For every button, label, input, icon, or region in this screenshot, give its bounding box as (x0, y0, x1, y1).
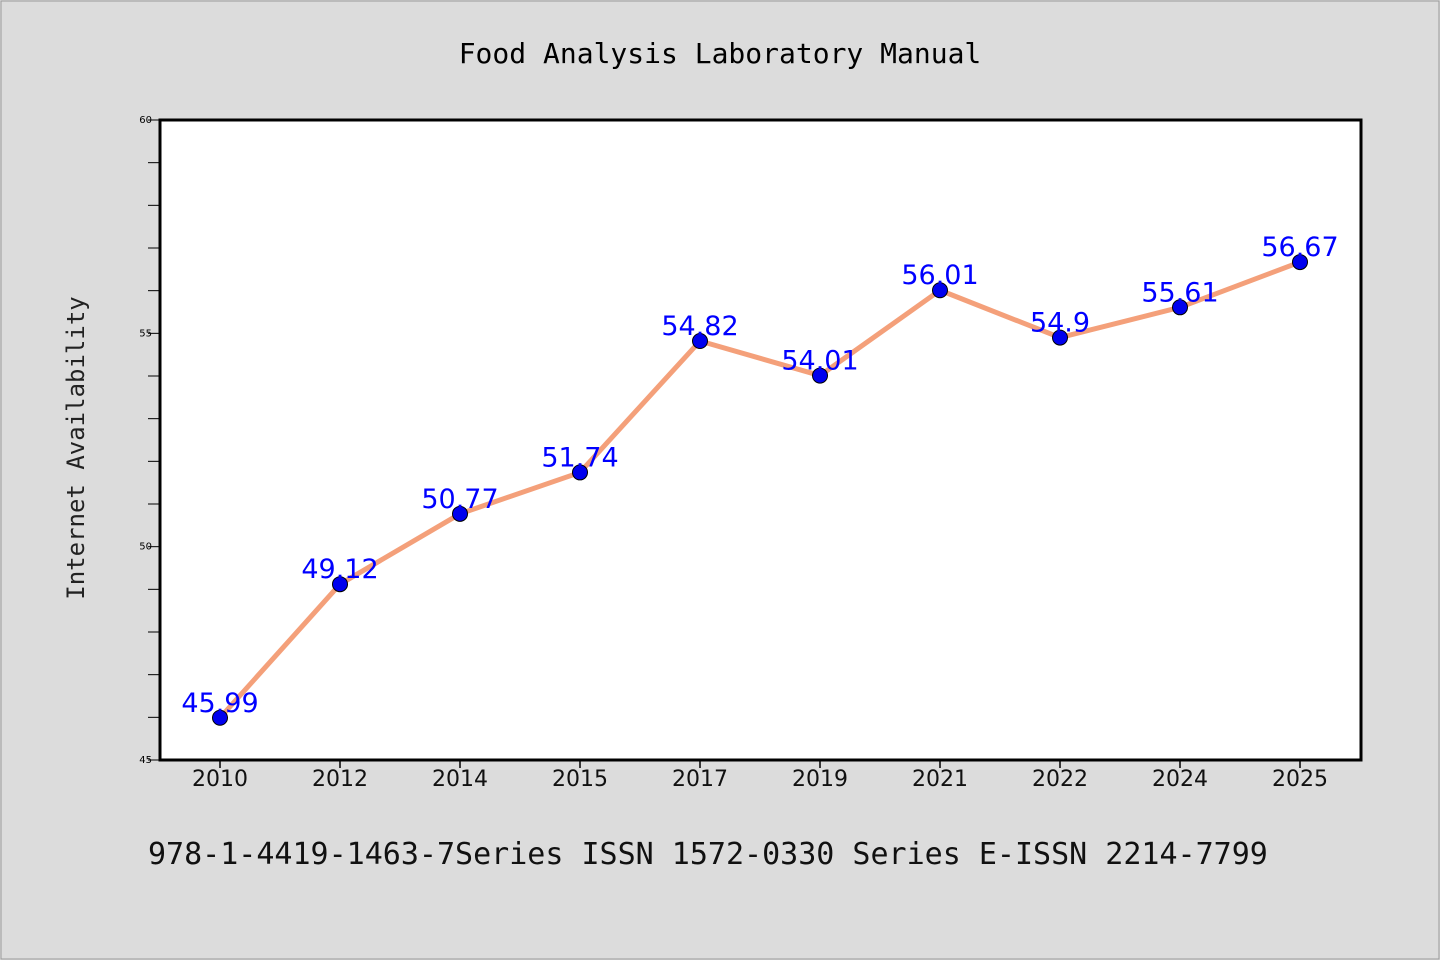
y-minor-ticks (148, 119, 160, 761)
data-label: 56.01 (901, 260, 978, 291)
x-tick-label: 2022 (1032, 767, 1088, 792)
x-tick-label: 2014 (432, 767, 488, 792)
data-label: 50.77 (421, 484, 498, 515)
y-tick-label: 55 (139, 328, 152, 339)
data-point (932, 282, 948, 299)
plot-area (158, 118, 1363, 762)
y-tick-label: 45 (139, 755, 152, 766)
data-point (332, 576, 348, 593)
x-tick-label: 2019 (792, 767, 848, 792)
data-point (1292, 254, 1308, 271)
data-points (212, 254, 1308, 726)
data-point (812, 367, 828, 384)
data-label: 56.67 (1261, 232, 1338, 263)
data-label: 45.99 (181, 688, 258, 719)
data-point (692, 333, 708, 350)
x-tick-label: 2012 (312, 767, 368, 792)
y-axis-label: Internet Availability (62, 296, 90, 599)
x-tick-label: 2024 (1152, 767, 1208, 792)
y-tick-labels: 45 50 55 60 (139, 115, 152, 766)
x-tick-label: 2010 (192, 767, 248, 792)
data-label: 55.61 (1141, 277, 1218, 308)
x-tick-label: 2017 (672, 767, 728, 792)
data-label: 54.01 (781, 346, 858, 377)
x-tick-labels: 2010 2012 2014 2015 2017 2019 2021 2022 2024 2025 (192, 767, 1328, 792)
series-line (217, 259, 1303, 721)
x-tick-label: 2025 (1272, 767, 1328, 792)
x-ticks (219, 760, 1301, 768)
data-label: 54.9 (1030, 308, 1090, 339)
data-point (212, 709, 228, 726)
data-point (572, 464, 588, 481)
data-point (452, 505, 468, 522)
data-point (1052, 329, 1068, 346)
data-label: 49.12 (301, 554, 378, 585)
y-tick-label: 60 (139, 115, 152, 126)
y-tick-label: 50 (139, 542, 152, 553)
data-point (1172, 299, 1188, 316)
data-label: 54.82 (661, 311, 738, 342)
data-labels: 45.99 49.12 50.77 51.74 54.82 54.01 56.01 54.9 5… (181, 232, 1338, 719)
x-tick-label: 2015 (552, 767, 608, 792)
data-label: 51.74 (541, 442, 618, 473)
footer-identifier: 978-1-4419-1463-7Series ISSN 1572-0330 S… (148, 837, 1268, 872)
chart-title: Food Analysis Laboratory Manual (459, 37, 982, 70)
x-tick-label: 2021 (912, 767, 968, 792)
